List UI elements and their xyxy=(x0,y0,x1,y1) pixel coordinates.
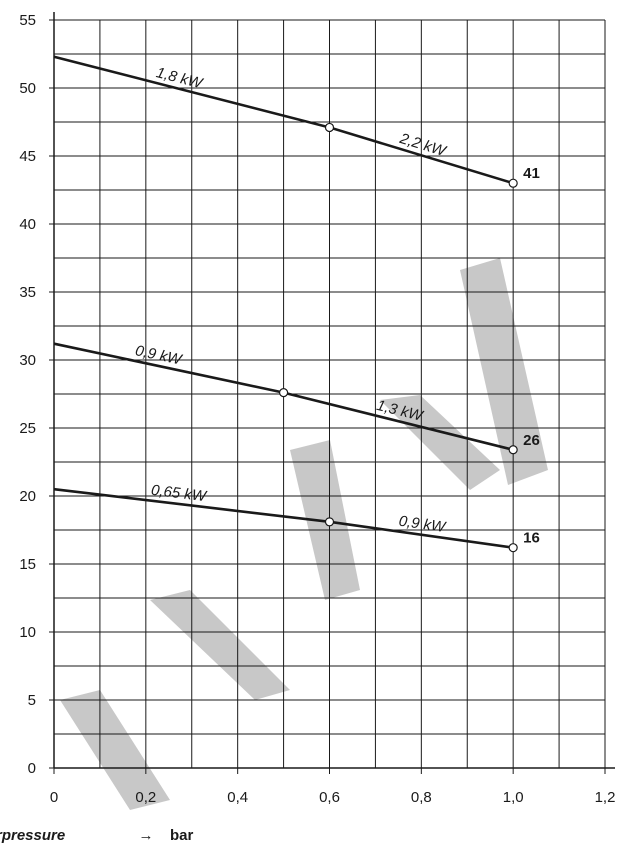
data-point-marker xyxy=(509,179,517,187)
series-end-label: 26 xyxy=(523,432,540,449)
y-tick-label: 0 xyxy=(28,760,36,777)
series-end-label: 16 xyxy=(523,530,540,547)
y-tick-label: 55 xyxy=(19,12,36,29)
watermark-shape xyxy=(60,258,548,810)
y-tick-label: 50 xyxy=(19,80,36,97)
series-end-label: 41 xyxy=(523,165,540,182)
x-axis-label-arrow: → xyxy=(139,827,154,844)
y-tick-label: 10 xyxy=(19,624,36,641)
y-tick-label: 30 xyxy=(19,352,36,369)
x-tick-label: 0,8 xyxy=(411,789,432,806)
data-point-marker xyxy=(326,518,334,526)
y-tick-labels: 0 5 10 15 20 25 30 35 40 45 50 55 xyxy=(19,12,54,777)
chart-axes xyxy=(54,12,615,768)
data-point-marker xyxy=(280,389,288,397)
y-tick-label: 35 xyxy=(19,284,36,301)
y-tick-label: 15 xyxy=(19,556,36,573)
y-tick-label: 45 xyxy=(19,148,36,165)
x-tick-label: 0,2 xyxy=(135,789,156,806)
chart-grid xyxy=(54,20,605,768)
x-axis-label-unit: bar xyxy=(170,827,194,844)
x-tick-label: 1,2 xyxy=(595,789,616,806)
y-tick-label: 5 xyxy=(28,692,36,709)
x-tick-label: 0 xyxy=(50,789,58,806)
data-point-marker xyxy=(509,446,517,454)
y-tick-label: 20 xyxy=(19,488,36,505)
data-point-marker xyxy=(509,544,517,552)
x-tick-label: 0,4 xyxy=(227,789,248,806)
y-tick-label: 25 xyxy=(19,420,36,437)
x-tick-label: 1,0 xyxy=(503,789,524,806)
data-point-marker xyxy=(326,123,334,131)
x-tick-label: 0,6 xyxy=(319,789,340,806)
watermark-stroke-4 xyxy=(150,590,290,700)
x-axis-label-fragment: rpressure xyxy=(0,827,65,844)
y-tick-label: 40 xyxy=(19,216,36,233)
x-axis-label: rpressure → bar xyxy=(0,827,194,844)
